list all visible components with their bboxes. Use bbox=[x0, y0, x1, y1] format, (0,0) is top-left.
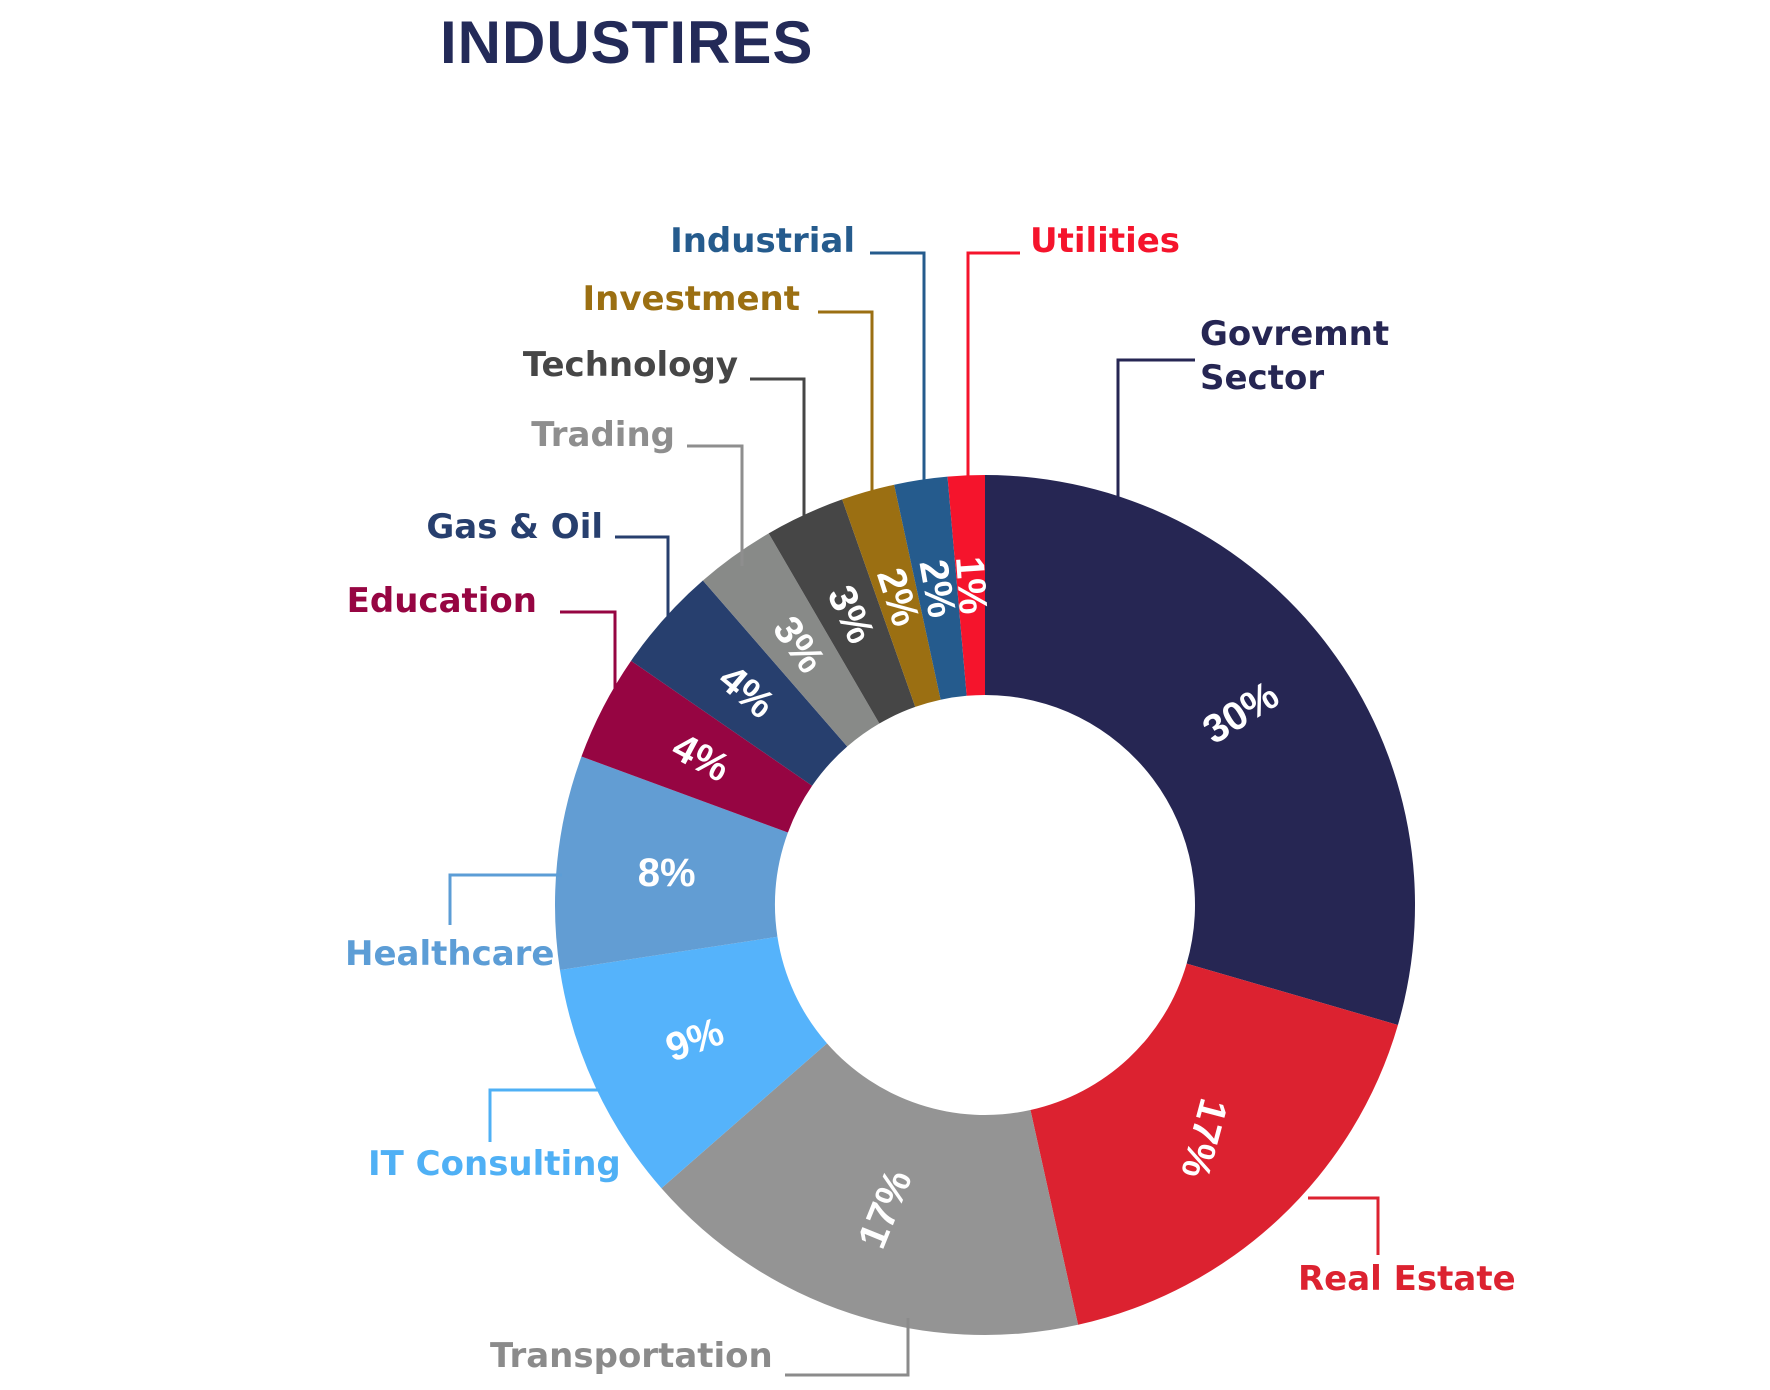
slice-industrial bbox=[894, 476, 967, 700]
callout-label-it-consulting: IT Consulting bbox=[368, 1144, 621, 1184]
slice-real-estate bbox=[1030, 963, 1398, 1325]
callout-label-utilities: Utilities bbox=[1030, 221, 1180, 261]
leader-line-govremnt-sector bbox=[1116, 358, 1195, 498]
callout-labels: Govremnt Sector Real Estate Transportation I… bbox=[345, 221, 1516, 1377]
leader-line-industrial bbox=[870, 251, 926, 482]
leader-line-gas-oil bbox=[615, 535, 670, 627]
leader-line-real-estate bbox=[1308, 1196, 1380, 1255]
callout-label-investment: Investment bbox=[582, 279, 800, 319]
callout-label-industrial: Industrial bbox=[670, 221, 855, 261]
leader-line-education bbox=[560, 610, 617, 698]
slice-it-consulting bbox=[559, 936, 827, 1189]
leader-line-transportation bbox=[785, 1318, 910, 1377]
leader-line-utilities bbox=[966, 251, 1020, 478]
leader-line-investment bbox=[818, 310, 874, 494]
slice-govremnt-sector bbox=[985, 474, 1416, 1025]
page-title: INDUSTIRES bbox=[440, 9, 814, 76]
slice-gas-oil bbox=[631, 580, 848, 786]
callout-label-real-estate: Real Estate bbox=[1298, 1259, 1516, 1299]
leader-line-trading bbox=[687, 444, 744, 566]
slice-utilities bbox=[947, 475, 985, 696]
callout-label-trading: Trading bbox=[531, 415, 675, 455]
slice-transportation bbox=[661, 1043, 1079, 1336]
slice-investment bbox=[842, 484, 941, 707]
slice-technology bbox=[768, 499, 916, 724]
slice-value-healthcare: 8% bbox=[638, 851, 696, 895]
slice-healthcare bbox=[555, 756, 788, 971]
callout-label-education: Education bbox=[347, 581, 537, 621]
slice-trading bbox=[702, 533, 880, 747]
slice-value-utilities: 1% bbox=[947, 555, 995, 616]
leader-line-healthcare bbox=[448, 873, 562, 925]
callout-label-transportation: Transportation bbox=[490, 1336, 773, 1376]
slice-education bbox=[581, 660, 813, 833]
callout-label-govremnt-sector: Govremnt Sector bbox=[1200, 314, 1389, 398]
callout-label-healthcare: Healthcare bbox=[345, 934, 555, 974]
leader-line-technology bbox=[750, 377, 806, 523]
slice-value-industrial: 2% bbox=[910, 556, 963, 621]
donut-slices bbox=[555, 474, 1416, 1336]
leader-line-it-consulting bbox=[488, 1088, 600, 1142]
callout-label-technology: Technology bbox=[523, 345, 738, 385]
callout-label-gas-oil: Gas & Oil bbox=[426, 507, 603, 547]
